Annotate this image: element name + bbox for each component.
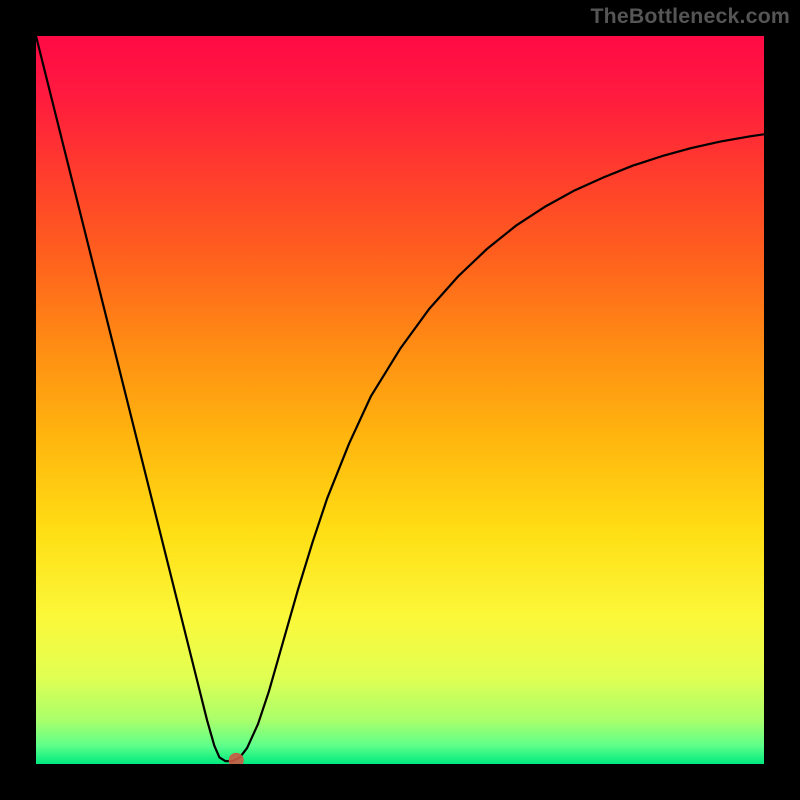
figure-canvas: TheBottleneck.com — [0, 0, 800, 800]
plot-area — [36, 36, 764, 764]
chart-background — [36, 36, 764, 764]
chart-svg — [36, 36, 764, 764]
watermark-text: TheBottleneck.com — [590, 4, 790, 29]
optimum-marker — [229, 753, 243, 764]
